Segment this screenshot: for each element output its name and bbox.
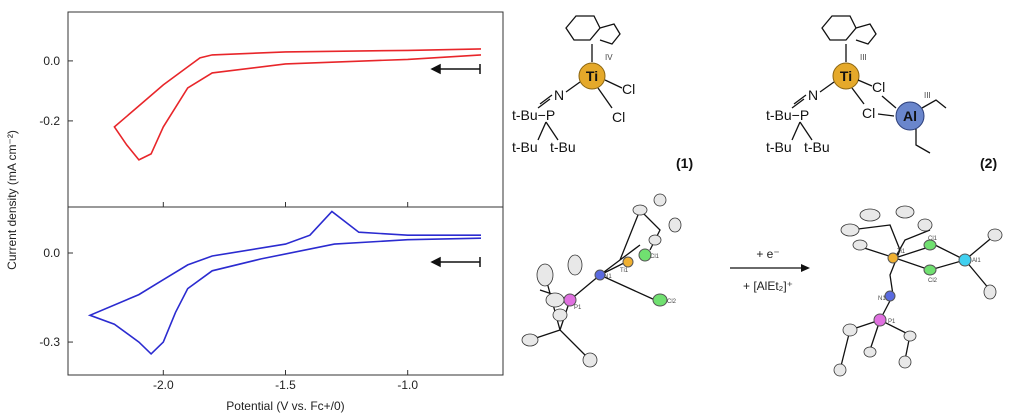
substituent: t-Bu [512,139,538,155]
atom: Cl [612,109,625,125]
plot-frame [68,207,503,375]
x-tick-label: -2.0 [153,378,174,392]
compound-number: (2) [980,155,997,171]
x-tick-label: -1.5 [275,378,296,392]
atom: t-Bu−P [766,107,809,123]
atom-label: Ti1 [897,249,906,255]
atom-label: N1 [604,274,612,280]
atom-label: Cl1 [650,254,660,260]
oxidation-state: III [924,91,931,100]
reagent: + [AlEt₂]⁺ [743,279,793,293]
oxidation-state: III [860,53,867,62]
cv-curve [90,212,481,354]
atom-label: Al1 [972,258,981,264]
ortep-1: N1 P1 Ti1 Cl1 Cl2 [522,194,681,367]
compound-number: (1) [676,155,693,171]
atom: Al [903,108,917,124]
scan-arrows [432,64,480,267]
cv-curve [114,49,481,160]
substituent: t-Bu [550,139,576,155]
atom: Ti [586,68,598,84]
cv-plots: 0.0 -0.2 Current density (mA cm⁻²) 0.0 -0.3 -… [5,12,503,413]
ortep-2: N1 P1 Ti1 Cl1 Cl2 Al1 [834,206,1002,376]
structure-1: Ti IV Cl Cl N t-Bu−P t-Bu t-Bu (1) [512,16,693,171]
atom-label: Ti1 [620,268,629,274]
y-axis-label: Current density (mA cm⁻²) [5,130,19,270]
substituent: t-Bu [804,139,830,155]
atom-label: P1 [574,305,582,311]
atom: N [808,87,818,103]
atom-label: Cl2 [928,278,938,284]
reaction-arrow: + e⁻ + [AlEt₂]⁺ [730,247,810,293]
figure: 0.0 -0.2 Current density (mA cm⁻²) 0.0 -0.3 -… [0,0,1013,415]
y-tick-label: -0.3 [39,335,60,349]
reagent: + e⁻ [756,247,779,261]
atom-label: N1 [878,296,886,302]
atom: N [554,87,564,103]
atom: Ti [840,68,852,84]
substituent: t-Bu [766,139,792,155]
x-axis-label: Potential (V vs. Fc+/0) [226,399,344,413]
plot-frame [68,12,503,207]
structure-2: Ti III Cl Cl Al III N t-Bu−P t-Bu t-Bu (… [766,16,997,171]
y-tick-label: 0.0 [43,54,60,68]
x-tick-label: -1.0 [397,378,418,392]
atom-label: Cl2 [667,299,677,305]
atom: t-Bu−P [512,107,555,123]
atom-label: P1 [888,319,896,325]
oxidation-state: IV [605,53,613,62]
y-tick-label: 0.0 [43,246,60,260]
atom-label: Cl1 [928,236,938,242]
atom: Cl [872,79,885,95]
y-tick-label: -0.2 [39,114,60,128]
atom: Cl [862,105,875,121]
atom: Cl [622,81,635,97]
